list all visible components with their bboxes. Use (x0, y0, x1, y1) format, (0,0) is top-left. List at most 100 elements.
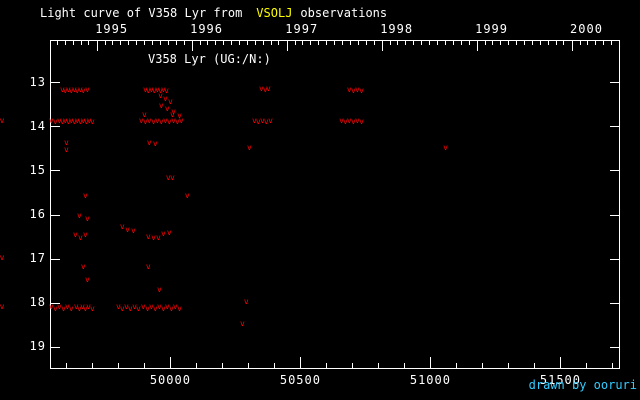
x-axis-minor-tick (273, 363, 275, 369)
data-point-v: v (174, 116, 180, 126)
data-point-v: v (131, 225, 136, 235)
data-point-v: v (158, 100, 164, 110)
data-point-v: v (170, 172, 175, 182)
data-point-v: v (56, 302, 62, 312)
top-axis-month-tick (199, 41, 201, 45)
data-point-v: v (268, 115, 273, 125)
top-axis-month-tick (405, 41, 407, 45)
top-axis-month-tick (357, 41, 359, 45)
data-point-v: v (80, 85, 86, 95)
data-point-v: v (135, 303, 141, 313)
data-point-v: v (125, 224, 130, 234)
data-point-v: v (164, 103, 170, 113)
top-axis-month-tick (183, 41, 185, 45)
data-point-v: v (160, 303, 166, 313)
data-point-v: v (148, 84, 154, 94)
y-axis-tick-left (50, 214, 60, 216)
x-axis-minor-tick (65, 363, 67, 369)
top-axis-month-tick (412, 41, 414, 45)
data-point-v: v (53, 303, 58, 313)
top-axis-month-tick (310, 41, 312, 45)
top-axis-month-tick (56, 41, 58, 45)
data-point-v: v (166, 116, 172, 126)
top-axis-month-tick (167, 41, 169, 45)
top-axis-month-tick (302, 41, 304, 45)
data-point-v: v (119, 222, 125, 232)
top-axis-month-tick (555, 41, 557, 45)
y-axis-tick-right (610, 82, 620, 84)
x-axis-minor-tick (91, 363, 93, 369)
top-axis-month-tick (428, 41, 430, 45)
data-point-v: v (63, 137, 69, 147)
top-axis-month-tick (523, 41, 525, 45)
top-axis-month-tick (468, 41, 470, 45)
data-point-v: v (72, 84, 77, 94)
data-point-v: v (166, 227, 172, 237)
data-point-v: v (66, 84, 71, 94)
data-point-v: v (240, 318, 245, 328)
y-axis-label: 16 (29, 207, 46, 222)
x-axis-label: 51500 (539, 373, 581, 387)
data-point-v: v (157, 302, 162, 312)
top-axis-year-label: 1997 (285, 22, 319, 36)
data-point-v: v (146, 137, 152, 147)
top-axis-month-tick (420, 41, 422, 45)
x-axis-minor-tick (221, 363, 223, 369)
data-point-v: v (60, 116, 65, 126)
data-point-v: v (158, 85, 163, 95)
x-axis-minor-tick (351, 363, 353, 369)
edge-data-point-v: v (0, 302, 5, 312)
top-axis-month-tick (500, 41, 501, 45)
data-point-v: v (68, 303, 74, 313)
data-point-v: v (124, 302, 129, 312)
x-axis-major-tick (169, 357, 171, 369)
top-axis-month-tick (602, 41, 604, 45)
x-axis-minor-tick (403, 363, 405, 369)
top-axis-month-tick (151, 41, 153, 45)
data-point-v: v (260, 115, 265, 125)
data-point-v: v (346, 115, 352, 125)
top-axis-month-tick (349, 41, 351, 45)
data-point-v: v (138, 115, 144, 125)
data-point-v: v (78, 232, 83, 242)
data-point-v: v (160, 228, 166, 238)
data-point-v: v (351, 85, 356, 95)
top-axis-year-label: 1996 (190, 22, 224, 36)
top-axis-month-tick (515, 41, 517, 45)
data-point-v: v (164, 302, 170, 312)
x-axis-minor-tick (585, 363, 587, 369)
data-point-v: v (78, 116, 83, 126)
data-point-v: v (63, 144, 69, 154)
data-point-v: v (61, 303, 66, 313)
data-point-v: v (82, 303, 88, 313)
x-axis-label: 50500 (279, 373, 321, 387)
data-point-v: v (157, 285, 162, 295)
data-point-v: v (258, 83, 264, 93)
y-axis-tick-right (610, 214, 620, 216)
top-axis-month-tick (373, 41, 375, 45)
top-axis-month-tick (88, 41, 90, 45)
data-point-v: v (160, 84, 166, 94)
y-axis-tick-right (610, 126, 620, 128)
data-point-v: v (76, 210, 82, 220)
data-point-v: v (354, 84, 360, 94)
x-axis-minor-tick (195, 363, 197, 369)
data-point-v: v (169, 303, 174, 313)
top-axis-month-tick (618, 41, 620, 45)
y-axis-label: 19 (29, 339, 46, 354)
y-axis-tick-right (610, 302, 620, 304)
data-point-v: v (156, 233, 161, 243)
data-point-v: v (66, 116, 71, 126)
x-axis-label: 51000 (409, 373, 451, 387)
top-axis-month-tick (444, 41, 446, 45)
top-axis-year-tick (571, 41, 573, 51)
data-point-v: v (154, 84, 160, 94)
y-axis-label: 15 (29, 162, 46, 177)
data-point-v: v (177, 110, 182, 120)
y-axis-tick-left (50, 258, 60, 260)
title-part1: Light curve of V358 Lyr from (40, 6, 243, 20)
top-axis-month-tick (610, 41, 612, 45)
data-point-v: v (62, 85, 68, 95)
x-axis-minor-tick (247, 363, 249, 369)
data-point-v: v (82, 230, 88, 240)
